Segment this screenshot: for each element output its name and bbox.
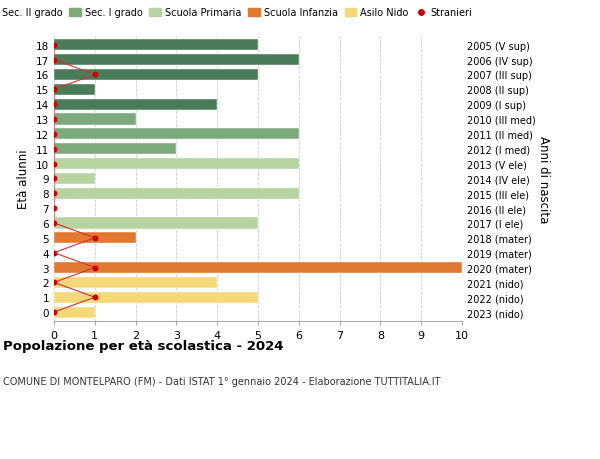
Bar	[54, 55, 299, 66]
Text: Popolazione per età scolastica - 2024: Popolazione per età scolastica - 2024	[3, 340, 284, 353]
Bar	[54, 174, 95, 185]
Bar	[54, 99, 217, 111]
Bar	[54, 218, 258, 229]
Bar	[54, 292, 258, 303]
Point	[49, 175, 59, 183]
Bar	[54, 84, 95, 95]
Point	[90, 294, 100, 301]
Point	[49, 57, 59, 64]
Point	[49, 101, 59, 109]
Bar	[54, 277, 217, 288]
Point	[49, 161, 59, 168]
Point	[49, 131, 59, 138]
Point	[90, 264, 100, 272]
Point	[90, 72, 100, 79]
Bar	[54, 144, 176, 155]
Bar	[54, 40, 258, 51]
Text: COMUNE DI MONTELPARO (FM) - Dati ISTAT 1° gennaio 2024 - Elaborazione TUTTITALIA: COMUNE DI MONTELPARO (FM) - Dati ISTAT 1…	[3, 376, 440, 386]
Point	[49, 309, 59, 316]
Y-axis label: Età alunni: Età alunni	[17, 149, 31, 209]
Bar	[54, 114, 136, 125]
Point	[49, 86, 59, 94]
Legend: Sec. II grado, Sec. I grado, Scuola Primaria, Scuola Infanzia, Asilo Nido, Stran: Sec. II grado, Sec. I grado, Scuola Prim…	[0, 5, 476, 22]
Bar	[54, 307, 95, 318]
Bar	[54, 129, 299, 140]
Bar	[54, 188, 299, 199]
Point	[90, 235, 100, 242]
Bar	[54, 233, 136, 244]
Point	[49, 220, 59, 227]
Point	[49, 249, 59, 257]
Bar	[54, 263, 462, 274]
Bar	[54, 159, 299, 170]
Point	[49, 190, 59, 197]
Point	[49, 146, 59, 153]
Bar	[54, 70, 258, 81]
Point	[49, 42, 59, 49]
Point	[49, 116, 59, 123]
Point	[49, 205, 59, 213]
Y-axis label: Anni di nascita: Anni di nascita	[536, 135, 550, 223]
Point	[49, 279, 59, 286]
